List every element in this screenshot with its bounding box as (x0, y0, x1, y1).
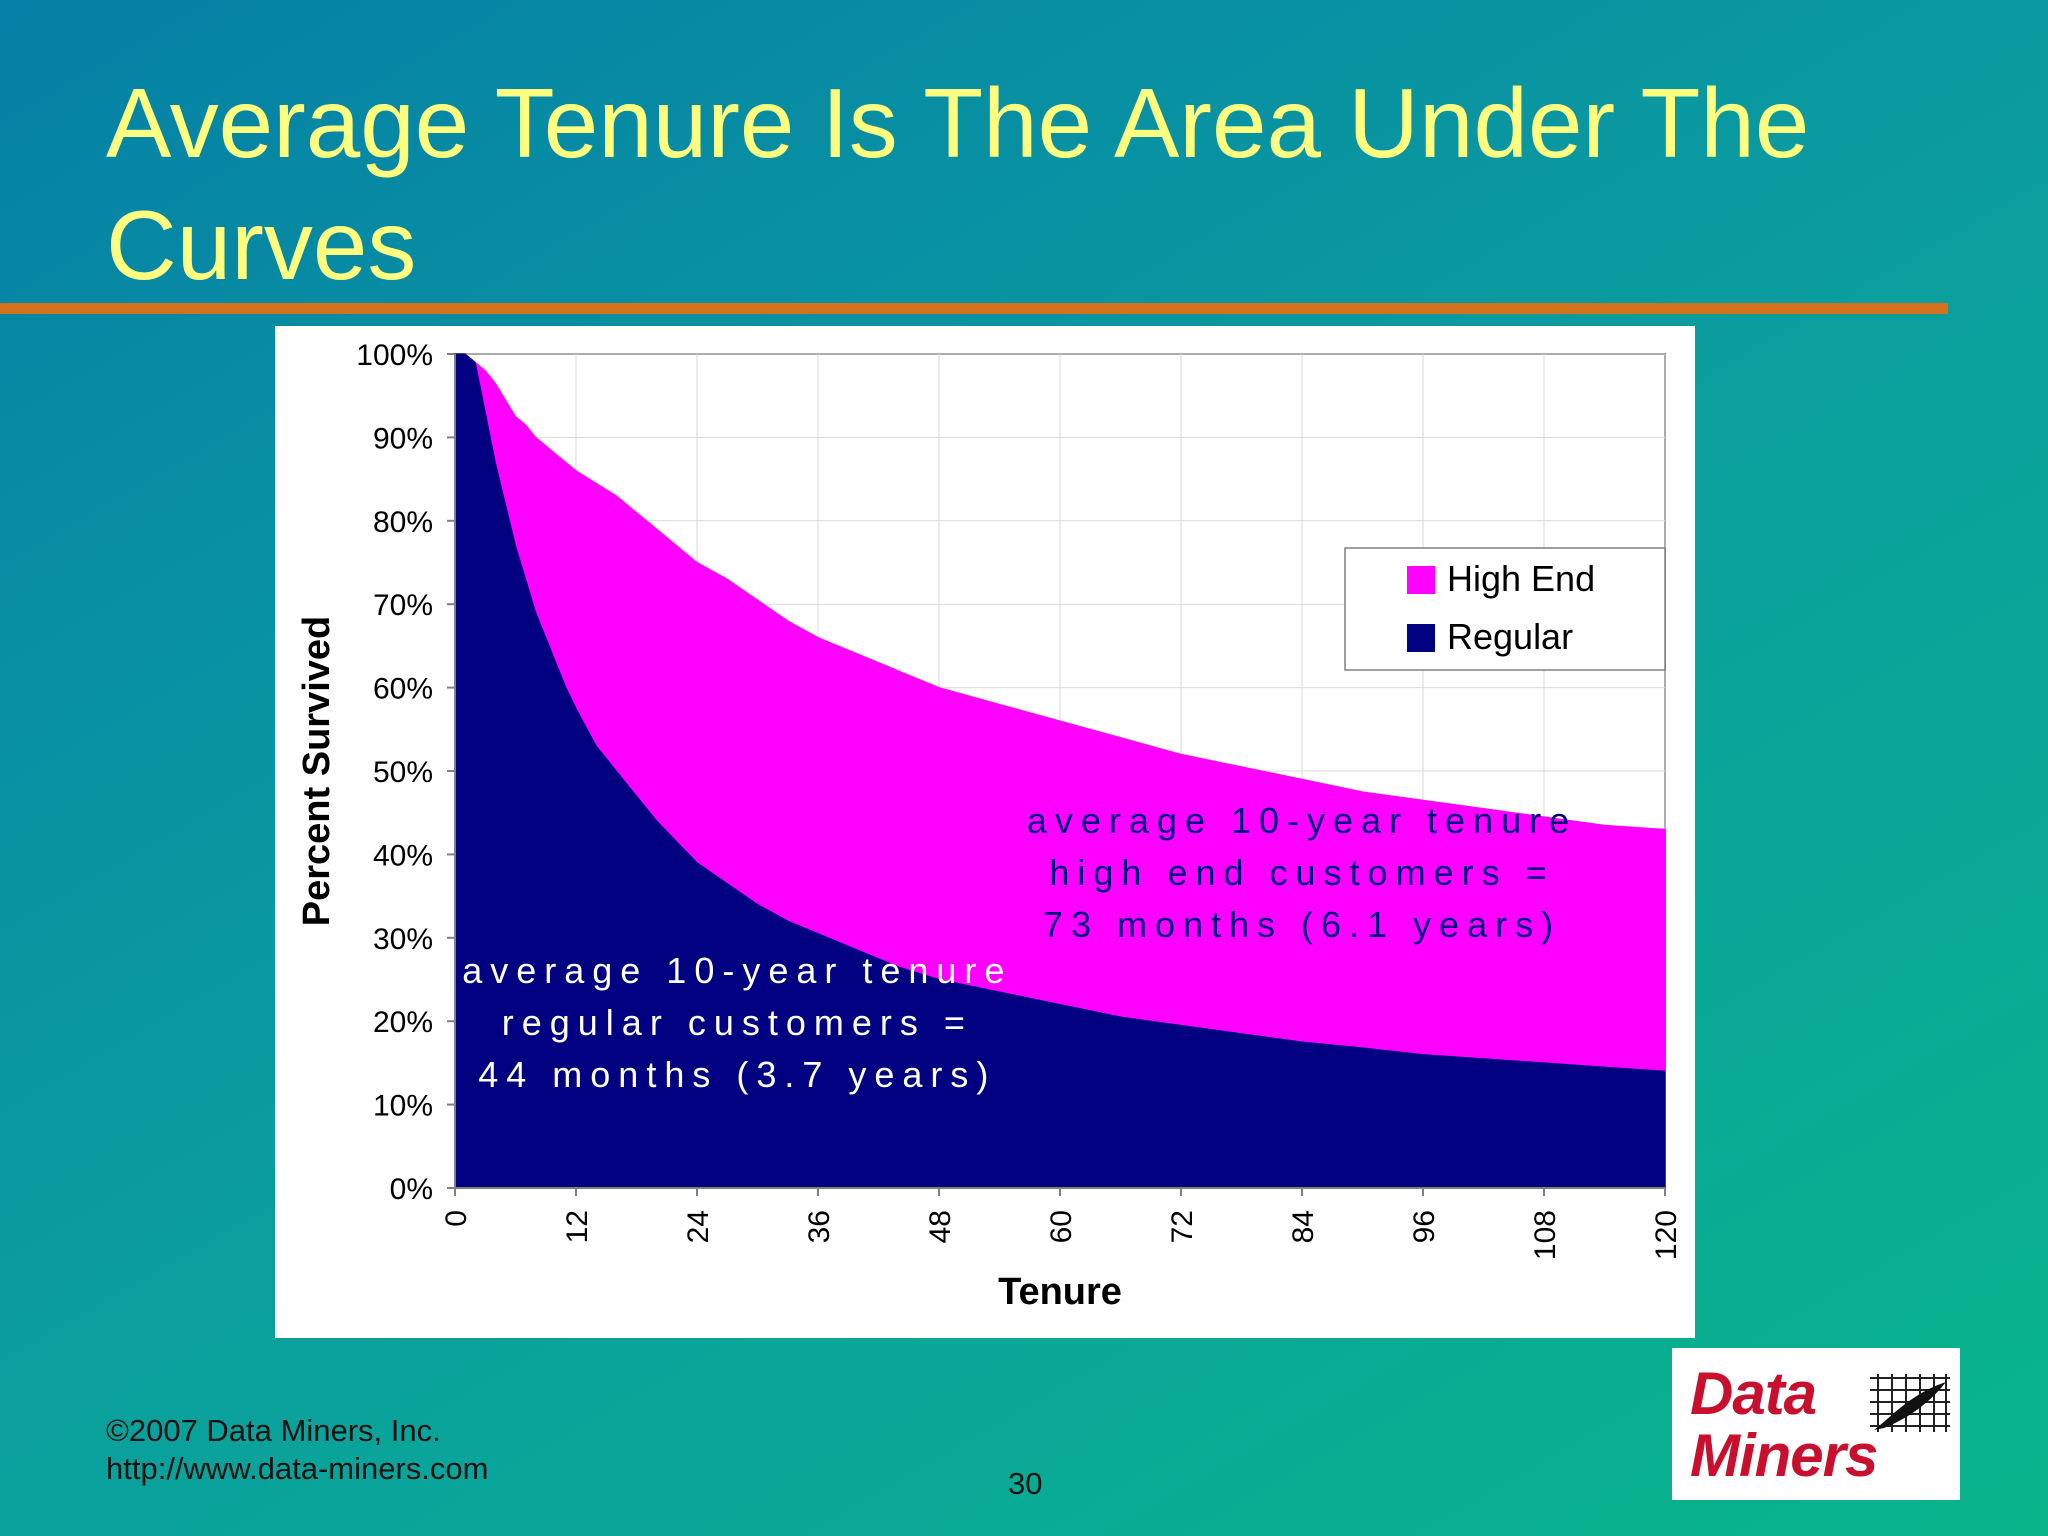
x-tick-label: 12 (561, 1210, 594, 1243)
slide-title: Average Tenure Is The Area Under The Cur… (106, 68, 1810, 300)
survival-chart: 0% 10% 20% 30% 40% 50% 60% 70% 80% 90% 100% 0 12 24 36… (296, 339, 1683, 1313)
website-url: http://www.data-miners.com (106, 1451, 489, 1486)
y-tick-label: 80% (373, 506, 433, 539)
footer: ©2007 Data Miners, Inc. http://www.data-… (106, 1412, 488, 1488)
logo-grid-icon (1870, 1374, 1950, 1432)
y-tick-label: 50% (373, 756, 433, 789)
axis-layer: 0% 10% 20% 30% 40% 50% 60% 70% 80% 90% 100% 0 12 24 36… (296, 339, 1683, 1313)
x-axis-title: Tenure (998, 1271, 1122, 1313)
x-tick-label: 96 (1408, 1210, 1441, 1243)
y-tick-label: 90% (373, 422, 433, 455)
x-tick-label: 48 (924, 1210, 957, 1243)
y-tick-label: 10% (373, 1090, 433, 1123)
y-tick-label: 0% (390, 1173, 433, 1206)
y-tick-label: 100% (356, 339, 433, 372)
y-tick-label: 40% (373, 839, 433, 872)
logo-line1: Data (1690, 1360, 1817, 1427)
legend-swatch (1407, 566, 1435, 594)
y-tick-label: 30% (373, 923, 433, 956)
area-layer (454, 353, 1666, 1189)
data-miners-logo: Data Miners (1672, 1348, 1960, 1500)
legend: High End Regular (1344, 547, 1666, 671)
logo-line2: Miners (1690, 1422, 1878, 1489)
annotation-layer: average 10-year tenure high end customers… (462, 800, 1577, 1095)
title-divider (0, 303, 1948, 314)
x-tick-label: 108 (1529, 1210, 1562, 1260)
legend-label: High End (1447, 558, 1595, 599)
y-tick-label: 20% (373, 1006, 433, 1039)
annotation-line: average 10-year tenure (462, 950, 1012, 991)
annotation-line: high end customers = (1049, 852, 1554, 893)
copyright-text: ©2007 Data Miners, Inc. (106, 1413, 441, 1448)
area-regular (454, 353, 1666, 1189)
annotation-line: average 10-year tenure (1027, 800, 1577, 841)
x-tick-label: 120 (1650, 1210, 1683, 1260)
page-number: 30 (1008, 1466, 1043, 1501)
annotation-line: 73 months (6.1 years) (1043, 904, 1561, 945)
x-tick-label: 72 (1166, 1210, 1199, 1243)
y-tick-label: 60% (373, 673, 433, 706)
chart-panel: 0% 10% 20% 30% 40% 50% 60% 70% 80% 90% 100% 0 12 24 36… (275, 326, 1695, 1338)
annotation-line: regular customers = (502, 1002, 973, 1043)
x-tick-label: 84 (1287, 1210, 1320, 1243)
x-tick-label: 0 (440, 1210, 473, 1227)
y-tick-label: 70% (373, 589, 433, 622)
legend-box (1344, 547, 1666, 671)
x-tick-label: 60 (1045, 1210, 1078, 1243)
annotation-line: 44 months (3.7 years) (478, 1054, 996, 1095)
x-tick-label: 36 (803, 1210, 836, 1243)
x-tick-label: 24 (682, 1210, 715, 1243)
y-axis-title: Percent Survived (296, 616, 338, 926)
legend-swatch (1407, 624, 1435, 652)
legend-label: Regular (1447, 616, 1573, 657)
